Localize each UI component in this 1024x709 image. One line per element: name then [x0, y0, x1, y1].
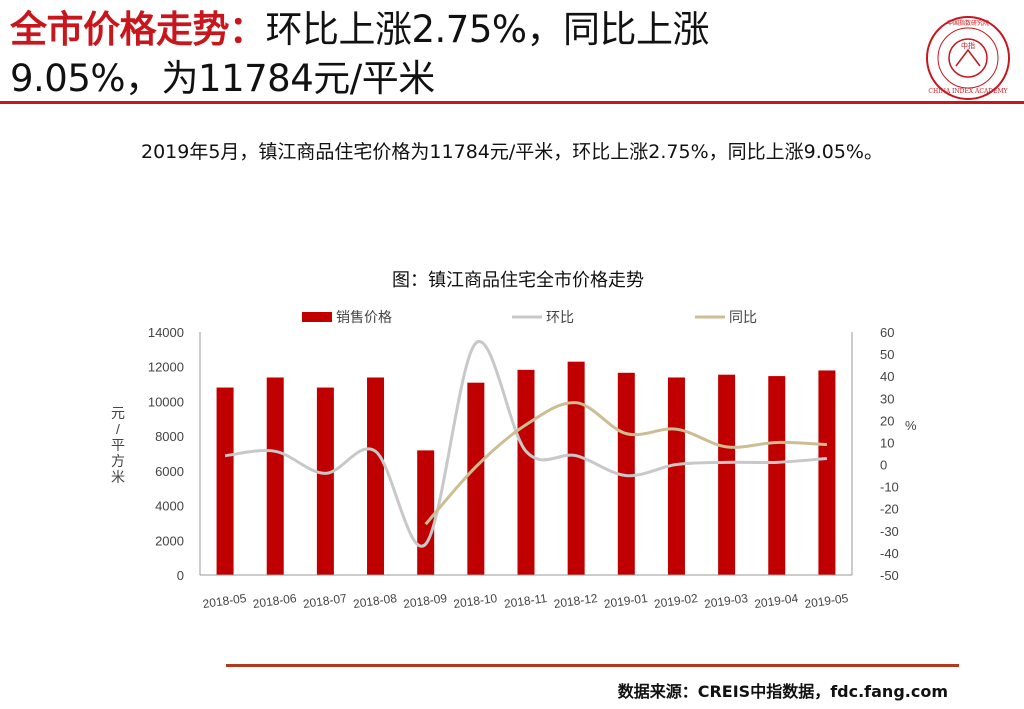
summary-text: 2019年5月，镇江商品住宅价格为11784元/平米，环比上涨2.75%，同比上…	[140, 141, 883, 163]
y2-tick-label: -40	[880, 546, 899, 561]
y2-tick-label: -50	[880, 568, 899, 583]
y-axis-left: 0 2000 4000 6000 8000 10000 12000 14000 元/平方米	[111, 325, 201, 583]
bar	[517, 369, 535, 575]
bar	[266, 377, 284, 575]
x-tick-label: 2018-10	[453, 591, 499, 611]
bar	[617, 372, 635, 575]
bar	[316, 387, 334, 575]
yoy-line	[424, 401, 827, 526]
y2-tick-label: -20	[880, 502, 899, 517]
line-series	[224, 340, 828, 548]
chart-title: 图：镇江商品住宅全市价格走势	[392, 270, 644, 291]
mom-line	[224, 340, 828, 548]
y2-tick-label: -30	[880, 524, 899, 539]
x-tick-label: 2019-02	[653, 591, 699, 611]
title-rest: 环比上涨2.75%，同比上涨	[265, 8, 710, 51]
x-tick-label: 2018-08	[352, 591, 398, 611]
y-tick-label: 4000	[155, 499, 184, 514]
legend-label: 销售价格	[336, 309, 392, 325]
bar	[667, 377, 685, 575]
y-axis-right: -50 -40 -30 -20 -10 0 10 20 30 40 50 60%	[851, 325, 917, 583]
bar	[768, 376, 786, 575]
y2-tick-label: 10	[880, 435, 894, 450]
bar-series	[216, 361, 836, 575]
logo-center-text: 中指	[961, 41, 975, 50]
y2-tick-label: 30	[880, 391, 894, 406]
chart-legend: 销售价格 环比 同比	[302, 309, 757, 325]
title-highlight: 全市价格走势：	[10, 8, 266, 51]
bar	[567, 361, 585, 575]
bar	[718, 374, 736, 575]
y2-tick-label: -10	[880, 480, 899, 495]
price-trend-chart: 销售价格 环比 同比 0 2000 4000 6000 8000 10000 12000 1400…	[111, 309, 917, 611]
y-tick-label: 2000	[155, 533, 184, 548]
bar	[467, 382, 485, 575]
x-tick-label: 2018-12	[553, 591, 599, 611]
y-axis-title-char: /	[116, 421, 120, 437]
logo-en-text: CHINA INDEX ACADEMY	[928, 88, 1008, 95]
page-title-line2: 9.05%，为11784元/平米	[10, 57, 435, 100]
header-divider	[0, 101, 1024, 104]
bar	[818, 370, 836, 575]
legend-label: 同比	[729, 309, 757, 325]
y2-tick-label: 0	[880, 458, 887, 473]
y-tick-label: 8000	[155, 429, 184, 444]
data-source: 数据来源：CREIS中指数据，fdc.fang.com	[617, 682, 948, 701]
y-tick-label: 0	[177, 568, 184, 583]
x-tick-label: 2019-05	[804, 591, 850, 611]
x-tick-label: 2019-03	[703, 591, 749, 611]
y-axis-title-char: 元	[111, 405, 125, 421]
x-tick-label: 2018-07	[302, 591, 348, 611]
x-tick-label: 2018-09	[402, 591, 448, 611]
china-index-academy-logo: 中指 CHINA INDEX ACADEMY 中国指数研究院	[926, 16, 1010, 100]
legend-swatch-bar	[302, 312, 332, 322]
y-tick-label: 6000	[155, 464, 184, 479]
y-tick-label: 10000	[148, 394, 184, 409]
y2-tick-label: 40	[880, 369, 894, 384]
x-tick-label: 2018-11	[503, 591, 548, 611]
logo-cn-ring-text: 中国指数研究院	[947, 19, 989, 27]
y-tick-label: 12000	[148, 360, 184, 375]
y2-axis-title: %	[905, 418, 917, 433]
y-axis-title-char: 米	[111, 469, 125, 485]
bar	[417, 450, 435, 575]
legend-label: 环比	[546, 309, 574, 325]
x-tick-label: 2018-05	[202, 591, 248, 611]
y-axis-title-char: 方	[111, 453, 125, 469]
x-axis: 2018-05 2018-06 2018-07 2018-08 2018-09 2018-…	[200, 574, 852, 611]
y2-tick-label: 60	[880, 325, 894, 340]
bar	[216, 387, 234, 575]
header: 全市价格走势：环比上涨2.75%，同比上涨 9.05%，为11784元/平米	[0, 0, 920, 100]
x-tick-label: 2018-06	[252, 591, 298, 611]
y2-tick-label: 50	[880, 347, 894, 362]
y-tick-label: 14000	[148, 325, 184, 340]
bar	[367, 377, 385, 575]
y-axis-title-char: 平	[111, 437, 125, 453]
page-title: 全市价格走势：环比上涨2.75%，同比上涨	[10, 8, 710, 52]
x-tick-label: 2019-04	[753, 591, 799, 611]
x-tick-label: 2019-01	[603, 591, 649, 611]
footer-divider	[226, 664, 959, 667]
y2-tick-label: 20	[880, 413, 894, 428]
